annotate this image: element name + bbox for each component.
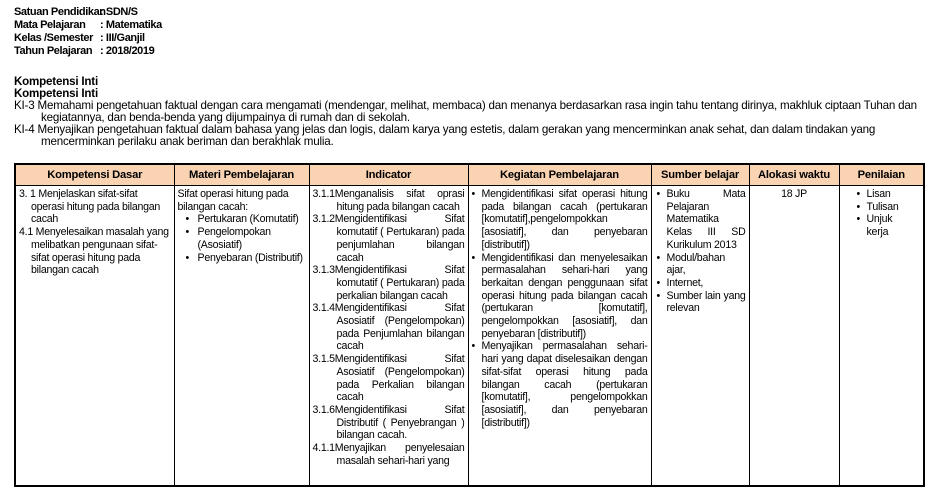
indicator-item: 3.1.5Mengidentifikasi Sifat Asosiatif (P… (312, 353, 465, 404)
list-item: • Penyebaran (Distributif) (186, 252, 306, 265)
bullet-icon: • (471, 340, 476, 353)
info-label: Kelas /Semester (14, 32, 93, 44)
info-label: Tahun Pelajaran (14, 45, 93, 57)
bullet-icon: • (656, 289, 661, 302)
column-header-penilaian: Penilaian (838, 163, 925, 186)
cell-indicator: 3.1.1Menganalisis sifat oprasi hitung pa… (308, 185, 469, 487)
penilaian-bullet-list: • Lisan • Tulisan • Unjuk kerja (849, 188, 916, 239)
column-header-alokasi-waktu: Alokasi waktu (748, 163, 840, 186)
list-item-text: Mengidentifikasi dan menyelesaikan perma… (481, 251, 648, 340)
list-item-text: Buku Mata Pelajaran Matematika Kelas III… (666, 188, 746, 251)
list-item: • Mengidentifikasi sifat operasi hitung p… (472, 188, 648, 252)
bullet-icon: • (471, 251, 476, 264)
ki-4-paragraph: KI-4 Menyajikan pengetahuan faktual dala… (14, 123, 876, 148)
info-row-mata-pelajaran: Mata Pelajaran : Matematika (14, 19, 162, 32)
list-item-text: Mengidentifikasi sifat operasi hitung pa… (481, 188, 648, 251)
list-item: • Mengidentifikasi dan menyelesaikan perm… (472, 252, 648, 341)
bullet-icon: • (656, 251, 661, 264)
list-item: • Internet, (657, 277, 746, 290)
list-item: • Buku Mata Pelajaran Matematika Kelas II… (657, 188, 746, 252)
table-row: 3. 1 Menjelaskan sifat-sifat operasi hit… (14, 185, 925, 487)
list-item-text: Unjuk kerja (866, 213, 893, 239)
table-header-row: Kompetensi Dasar Materi Pembelajaran Ind… (14, 163, 925, 186)
list-item: • Pertukaran (Komutatif) (186, 213, 306, 226)
cell-materi-pembelajaran: Sifat operasi hitung pada bilangan cacah… (173, 185, 310, 487)
info-row-tahun-pelajaran: Tahun Pelajaran : 2018/2019 (14, 45, 162, 58)
kompetensi-inti-section: Kompetensi Inti Kompetensi Inti KI-3 Mem… (14, 76, 926, 148)
materi-intro: Sifat operasi hitung pada bilangan cacah… (177, 188, 289, 213)
materi-bullet-list: • Pertukaran (Komutatif) • Pengelompokan (… (178, 213, 306, 264)
list-item: • Sumber lain yang relevan (657, 290, 746, 315)
indicator-item: 3.1.2Mengidentifikasi Sifat komutatif ( … (312, 213, 465, 264)
list-item: • Unjuk kerja (857, 213, 916, 238)
list-item-text: Modul/bahan ajar, (666, 251, 726, 277)
list-item: • Menyajikan permasalahan sehari-hari yan… (472, 340, 648, 429)
indicator-item: 3.1.3Mengidentifikasi Sifat komutatif ( … (312, 264, 465, 302)
info-value: : Matematika (100, 19, 162, 31)
silabus-table: Kompetensi Dasar Materi Pembelajaran Ind… (14, 163, 925, 487)
list-item-text: Penyebaran (Distributif) (197, 251, 304, 264)
list-item: • Tulisan (857, 201, 916, 214)
list-item-text: Sumber lain yang relevan (666, 289, 746, 315)
column-header-sumber-belajar: Sumber belajar (650, 163, 750, 186)
column-header-indicator: Indicator (308, 163, 469, 186)
document-info-block: Satuan Pendidikan: SDN/S Mata Pelajaran:… (14, 6, 162, 58)
info-value: : III/Ganjil (100, 32, 145, 44)
kompetensi-inti-heading: Kompetensi Inti (14, 75, 98, 88)
column-header-kompetensi-dasar: Kompetensi Dasar (14, 163, 175, 186)
cell-kegiatan-pembelajaran: • Mengidentifikasi sifat operasi hitung p… (467, 185, 652, 487)
cell-kompetensi-dasar: 3. 1 Menjelaskan sifat-sifat operasi hit… (14, 185, 175, 487)
bullet-icon: • (656, 188, 661, 200)
cell-sumber-belajar: • Buku Mata Pelajaran Matematika Kelas II… (650, 185, 750, 487)
info-row-satuan-pendidikan: Satuan Pendidikan: SDN/S (14, 6, 162, 19)
bullet-icon: • (856, 213, 861, 226)
list-item-text: Pertukaran (Komutatif) (197, 213, 299, 226)
cell-alokasi-waktu: 18 JP (748, 185, 840, 487)
list-item-text: Pengelompokan (Asosiatif) (197, 226, 272, 251)
info-label: Satuan Pendidikan (14, 6, 106, 18)
column-header-kegiatan-pembelajaran: Kegiatan Pembelajaran (467, 163, 652, 186)
info-label: Mata Pelajaran (14, 19, 86, 31)
indicator-item: 4.1.1Menyajikan penyelesaian masalah seh… (312, 442, 465, 467)
indicator-item: 3.1.4Mengidentifikasi Sifat Asosiatif (P… (312, 302, 465, 353)
sumber-bullet-list: • Buku Mata Pelajaran Matematika Kelas II… (655, 188, 746, 315)
list-item-text: Menyajikan permasalahan sehari-hari yang… (481, 340, 648, 429)
info-value: : 2018/2019 (100, 45, 155, 57)
cell-penilaian: • Lisan • Tulisan • Unjuk kerja (838, 185, 925, 487)
bullet-icon: • (185, 213, 190, 226)
kompetensi-inti-heading: Kompetensi Inti (14, 87, 98, 100)
bullet-icon: • (185, 251, 190, 264)
bullet-icon: • (471, 188, 476, 200)
info-value: : SDN/S (100, 6, 138, 18)
list-item: • Modul/bahan ajar, (657, 252, 746, 277)
indicator-item: 3.1.6Mengidentifikasi Sifat Distributif … (312, 403, 465, 442)
kd-item: 4.1 Menyelesaikan masalah yang melibatka… (19, 226, 169, 277)
bullet-icon: • (656, 276, 661, 289)
ki-3-paragraph: KI-3 Memahami pengetahuan faktual dengan… (14, 99, 917, 124)
bullet-icon: • (185, 226, 190, 239)
list-item: • Lisan (857, 188, 916, 201)
kd-item: 3. 1 Menjelaskan sifat-sifat operasi hit… (19, 188, 161, 226)
indicator-item: 3.1.1Menganalisis sifat oprasi hitung pa… (312, 188, 465, 213)
list-item-text: Internet, (666, 276, 704, 289)
list-item-text: Lisan (866, 188, 891, 200)
bullet-icon: • (856, 200, 861, 213)
kegiatan-bullet-list: • Mengidentifikasi sifat operasi hitung p… (472, 188, 648, 429)
bullet-icon: • (856, 188, 861, 200)
column-header-materi-pembelajaran: Materi Pembelajaran (173, 163, 310, 186)
list-item: • Pengelompokan (Asosiatif) (186, 226, 306, 251)
list-item-text: Tulisan (866, 200, 899, 213)
info-row-kelas-semester: Kelas /Semester : III/Ganjil (14, 32, 162, 45)
